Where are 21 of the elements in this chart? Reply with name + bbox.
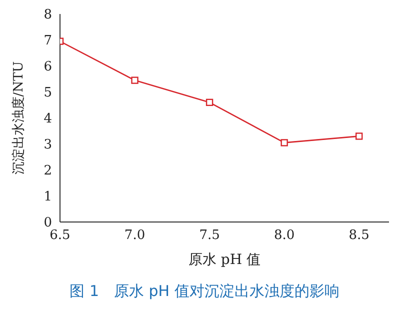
- y-tick-label: 2: [44, 164, 52, 179]
- y-tick-label: 5: [44, 86, 52, 101]
- x-tick-label: 8.5: [348, 228, 370, 244]
- x-tick-label: 7.5: [199, 228, 220, 244]
- point: [280, 139, 288, 146]
- x-axis-title: 原水 pH 值: [188, 252, 261, 268]
- y-tick-label: 8: [44, 8, 52, 23]
- y-tick-label: 6: [44, 60, 52, 75]
- caption: 图 1 原水 pH 值对沉淀出水浊度的影响: [68, 282, 340, 301]
- point: [206, 98, 214, 106]
- y-tick-label: 0: [44, 216, 52, 231]
- y-axis-title: 沉淀出水浊度/NTU: [10, 61, 27, 175]
- x-tick-label: 7.0: [124, 228, 146, 244]
- x-tick-label: 6.5: [50, 228, 70, 244]
- y-tick-label: 7: [44, 34, 52, 49]
- y-tick-label: 1: [44, 190, 52, 205]
- point: [131, 76, 138, 84]
- x-tick-label: 8.0: [274, 228, 295, 244]
- point: [355, 132, 363, 140]
- y-tick-label: 4: [44, 112, 52, 127]
- y-tick-label: 3: [44, 138, 52, 153]
